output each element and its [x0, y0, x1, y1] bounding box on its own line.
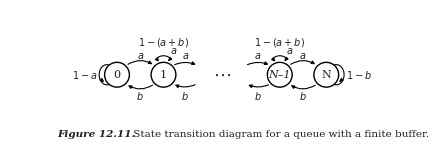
Text: N: N [321, 70, 331, 80]
Text: $a$: $a$ [286, 46, 293, 56]
Text: $1-b$: $1-b$ [346, 69, 372, 81]
Text: State transition diagram for a queue with a finite buffer.: State transition diagram for a queue wit… [130, 130, 429, 139]
Text: 0: 0 [114, 70, 121, 80]
Text: $b$: $b$ [299, 90, 307, 102]
Circle shape [151, 62, 176, 87]
Text: $a$: $a$ [299, 50, 307, 61]
Text: $a$: $a$ [169, 46, 177, 56]
Circle shape [105, 62, 129, 87]
Text: $a$: $a$ [182, 51, 189, 61]
Circle shape [268, 62, 292, 87]
Text: $\cdots$: $\cdots$ [213, 66, 231, 84]
Text: $a$: $a$ [254, 51, 262, 61]
Text: $1-(a+b)$: $1-(a+b)$ [254, 36, 305, 49]
Text: N–1: N–1 [268, 70, 291, 80]
Text: $b$: $b$ [181, 90, 189, 102]
Text: $a$: $a$ [136, 50, 144, 61]
Text: Figure 12.11.: Figure 12.11. [57, 130, 136, 139]
Text: $1-a$: $1-a$ [72, 69, 97, 81]
Text: $b$: $b$ [136, 90, 144, 102]
Text: 1: 1 [160, 70, 167, 80]
Text: $b$: $b$ [254, 90, 262, 102]
Text: $1-(a+b)$: $1-(a+b)$ [138, 36, 189, 49]
Circle shape [314, 62, 339, 87]
